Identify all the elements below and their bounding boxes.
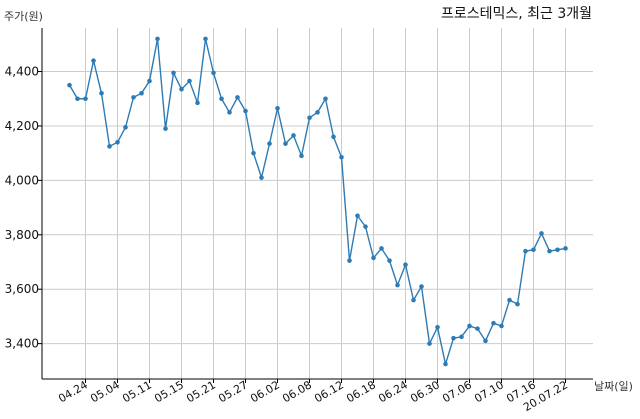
data-point bbox=[251, 150, 256, 156]
data-point bbox=[331, 134, 336, 140]
x-tick-label: 06.30 bbox=[408, 378, 442, 405]
data-point bbox=[395, 282, 400, 288]
data-point bbox=[115, 139, 120, 145]
data-point bbox=[219, 96, 224, 102]
data-point bbox=[355, 213, 360, 219]
chart-title: 프로스테믹스, 최근 3개월 bbox=[441, 6, 592, 22]
data-point bbox=[475, 326, 480, 331]
data-point bbox=[131, 95, 136, 100]
data-point bbox=[203, 36, 208, 42]
data-point bbox=[499, 323, 504, 329]
data-point bbox=[387, 258, 392, 263]
x-tick-label: 06.02 bbox=[248, 378, 282, 405]
data-point bbox=[283, 141, 288, 146]
y-tick-label: 4,000 bbox=[5, 173, 39, 187]
data-point bbox=[435, 325, 440, 330]
data-point bbox=[75, 96, 80, 102]
grid-layer bbox=[42, 28, 593, 379]
data-point bbox=[139, 91, 144, 96]
data-point bbox=[531, 247, 536, 253]
data-point bbox=[555, 247, 560, 253]
data-point bbox=[451, 335, 456, 341]
price-series bbox=[67, 36, 568, 367]
data-point bbox=[235, 95, 240, 100]
data-point bbox=[259, 175, 264, 180]
data-point bbox=[123, 125, 128, 130]
data-point bbox=[379, 246, 384, 251]
data-point bbox=[411, 297, 416, 303]
x-tick-label: 04.24 bbox=[56, 378, 90, 405]
data-point bbox=[211, 70, 216, 76]
data-point bbox=[179, 86, 184, 92]
data-point bbox=[107, 144, 112, 149]
data-point bbox=[403, 262, 408, 268]
data-point bbox=[563, 246, 568, 251]
data-point bbox=[443, 361, 448, 367]
y-tick-label: 3,600 bbox=[5, 282, 39, 296]
data-point bbox=[227, 110, 232, 115]
x-tick-label: 05.04 bbox=[88, 378, 122, 405]
data-point bbox=[515, 301, 520, 307]
data-point bbox=[171, 70, 176, 76]
data-point bbox=[339, 154, 344, 160]
y-tick-label: 4,400 bbox=[5, 65, 39, 79]
data-point bbox=[315, 110, 320, 115]
data-point bbox=[363, 224, 368, 229]
x-tick-label: 05.15 bbox=[152, 378, 186, 405]
data-point bbox=[83, 96, 88, 102]
data-point bbox=[67, 82, 72, 88]
data-point bbox=[371, 255, 376, 261]
data-point bbox=[539, 231, 544, 236]
data-point bbox=[291, 133, 296, 138]
data-point bbox=[459, 334, 464, 340]
data-point bbox=[547, 248, 552, 254]
axis-layer: 3,400 3,600 3,800 4,000 4,200 4,400 04.2405.04… bbox=[5, 28, 593, 414]
x-tick-label: 06.18 bbox=[344, 378, 378, 405]
x-tick-label: 05.21 bbox=[184, 378, 218, 405]
y-tick-label: 3,400 bbox=[5, 337, 39, 351]
x-axis-label: 날짜(일) bbox=[594, 379, 633, 393]
data-point bbox=[195, 100, 200, 106]
x-tick-label: 06.12 bbox=[312, 378, 346, 405]
data-point bbox=[427, 341, 432, 346]
series-line bbox=[68, 38, 566, 365]
data-point bbox=[323, 96, 328, 102]
data-point bbox=[275, 105, 280, 111]
data-point bbox=[299, 153, 304, 159]
data-point bbox=[507, 297, 512, 303]
data-point bbox=[267, 141, 272, 146]
data-point bbox=[483, 338, 488, 344]
data-point bbox=[347, 258, 352, 263]
data-point bbox=[307, 115, 312, 121]
x-tick-label: 05.11 bbox=[120, 378, 154, 405]
y-axis-label: 주가(원) bbox=[4, 10, 43, 23]
data-point bbox=[419, 284, 424, 289]
x-tick-label: 06.24 bbox=[376, 378, 410, 405]
data-point bbox=[99, 91, 104, 96]
x-tick-label: 05.27 bbox=[216, 378, 250, 405]
y-tick-label: 3,800 bbox=[5, 228, 39, 242]
data-point bbox=[187, 78, 192, 84]
x-tick-label: 07.10 bbox=[472, 378, 506, 405]
y-tick-label: 4,200 bbox=[5, 119, 39, 133]
x-tick-label: 06.08 bbox=[280, 378, 314, 405]
data-point bbox=[147, 78, 152, 84]
data-point bbox=[523, 248, 528, 254]
data-point bbox=[467, 323, 472, 329]
data-point bbox=[163, 126, 168, 131]
data-point bbox=[155, 36, 160, 42]
data-point bbox=[491, 320, 496, 326]
x-tick-label: 07.06 bbox=[440, 378, 474, 405]
data-point bbox=[243, 108, 248, 114]
data-point bbox=[91, 58, 96, 63]
